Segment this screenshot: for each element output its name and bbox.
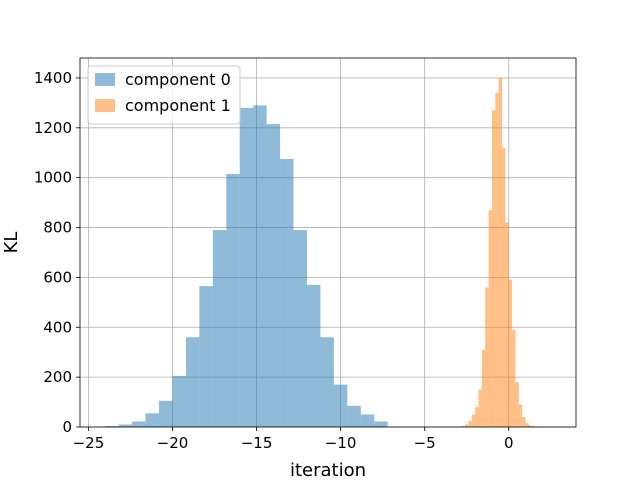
histogram-bar-component-0 [361,415,374,427]
histogram-bar-component-1 [505,223,508,427]
histogram-bar-component-1 [515,382,518,427]
histogram-bar-component-0 [280,159,293,427]
histogram-bar-component-1 [482,350,485,427]
histogram-bar-component-0 [132,422,145,427]
histogram-bar-component-0 [172,376,185,427]
histogram-bar-component-1 [512,330,515,427]
y-tick-label: 1000 [34,169,72,187]
histogram-bar-component-0 [240,108,253,427]
histogram-bar-component-1 [489,210,492,427]
y-tick-label: 200 [43,368,72,386]
histogram-bar-component-1 [472,415,475,427]
y-tick-label: 400 [43,318,72,336]
histogram-bar-component-1 [519,405,522,427]
x-tick-label: 0 [504,434,514,452]
histogram-bar-component-1 [492,110,495,427]
histogram-bar-component-1 [522,417,525,427]
y-axis-label: KL [1,232,22,254]
histogram-bar-component-0 [213,230,226,427]
histogram-bar-component-1 [478,390,481,427]
histogram-bar-component-0 [294,230,307,427]
histogram-bar-component-1 [499,78,502,427]
histogram-bar-component-0 [374,422,387,427]
y-tick-label: 1200 [34,119,72,137]
histogram-bar-component-0 [146,413,159,427]
histogram-bar-component-0 [199,286,212,427]
histogram-bar-component-1 [485,287,488,427]
x-tick-label: −10 [325,434,357,452]
legend-swatch-component-0 [95,73,115,86]
x-tick-label: −5 [414,434,436,452]
legend-swatch-component-1 [95,99,115,112]
histogram-bar-component-1 [502,148,505,427]
legend: component 0 component 1 [88,66,240,124]
y-tick-label: 1400 [34,69,72,87]
histogram-bar-component-0 [320,337,333,427]
histogram-bar-component-1 [475,407,478,427]
histogram-bar-component-0 [267,124,280,427]
x-tick-label: −25 [73,434,105,452]
histogram-bar-component-0 [253,105,266,427]
legend-label-component-0: component 0 [125,70,231,89]
x-tick-label: −15 [241,434,273,452]
x-axis-label: iteration [290,460,366,480]
y-tick-label: 0 [62,418,72,436]
legend-label-component-1: component 1 [125,96,231,115]
histogram-bar-component-0 [347,406,360,427]
histogram-bar-component-1 [526,423,529,427]
x-tick-label: −20 [157,434,189,452]
histogram-bar-component-0 [307,285,320,427]
histogram-bar-component-1 [468,421,471,427]
histogram-bar-component-0 [159,401,172,427]
histogram-bar-component-0 [186,337,199,427]
histogram-bar-component-0 [334,385,347,427]
histogram-bar-component-0 [226,174,239,427]
y-tick-label: 800 [43,219,72,237]
y-tick-label: 600 [43,268,72,286]
histogram-bar-component-1 [495,93,498,427]
histogram-bar-component-1 [509,280,512,427]
